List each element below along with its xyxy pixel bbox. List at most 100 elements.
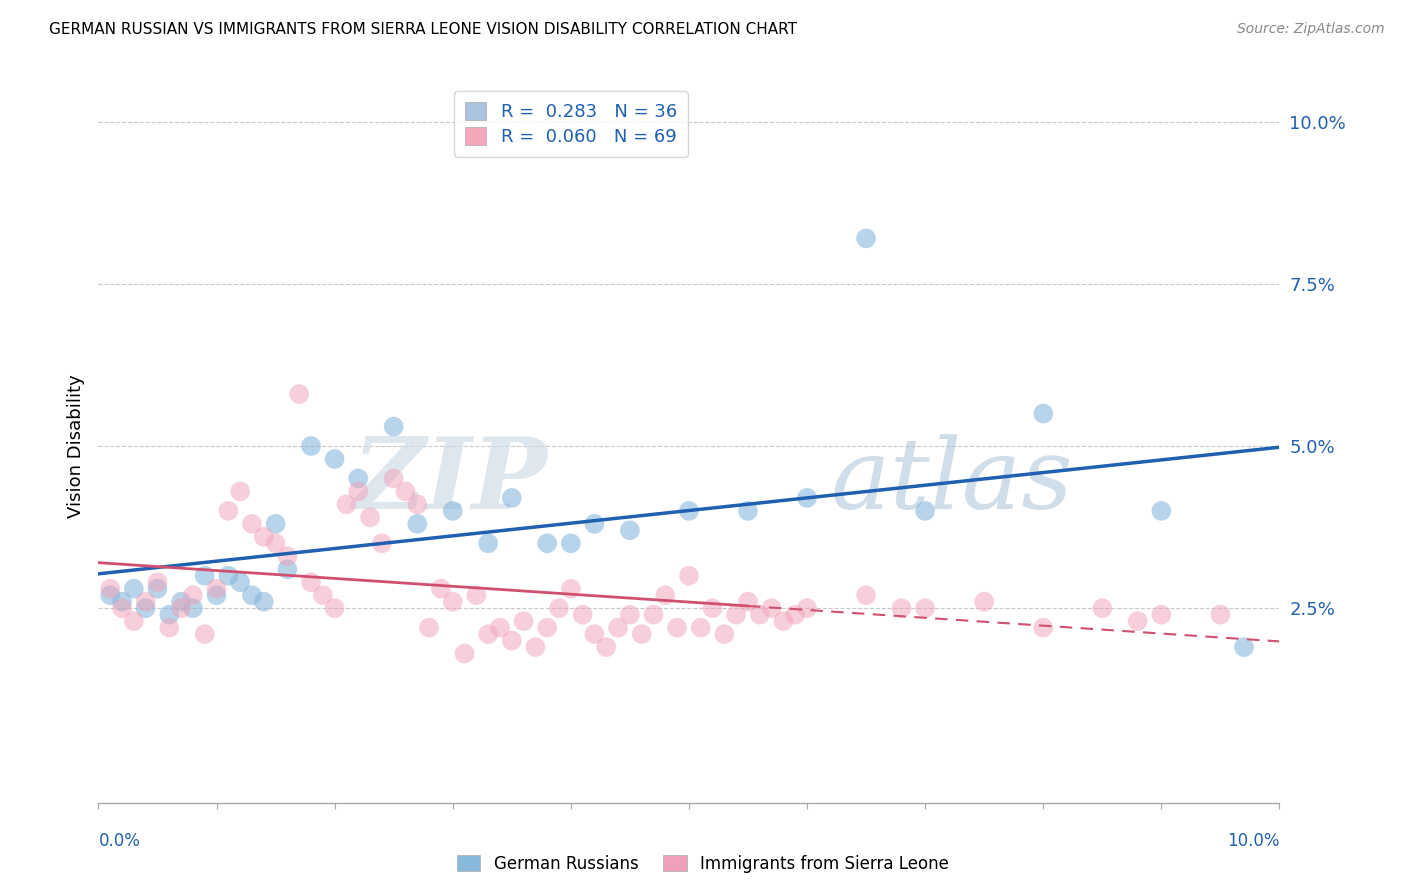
Point: [181, 601, 204, 615]
Point: [678, 504, 700, 518]
Point: [548, 601, 571, 615]
Point: [560, 582, 582, 596]
Point: [253, 595, 276, 609]
Point: [122, 582, 145, 596]
Point: [253, 530, 276, 544]
Point: [288, 387, 311, 401]
Point: [359, 510, 381, 524]
Point: [477, 627, 499, 641]
Point: [98, 582, 121, 596]
Point: [501, 491, 523, 505]
Point: [382, 471, 405, 485]
Point: [111, 595, 134, 609]
Point: [761, 601, 783, 615]
Point: [737, 595, 759, 609]
Point: [181, 588, 204, 602]
Point: [229, 575, 252, 590]
Point: [1091, 601, 1114, 615]
Point: [713, 627, 735, 641]
Point: [583, 627, 606, 641]
Point: [441, 595, 464, 609]
Point: [146, 575, 169, 590]
Point: [347, 484, 370, 499]
Point: [347, 471, 370, 485]
Point: [855, 231, 877, 245]
Point: [524, 640, 547, 654]
Point: [394, 484, 416, 499]
Point: [666, 621, 689, 635]
Point: [98, 588, 121, 602]
Point: [489, 621, 512, 635]
Point: [536, 536, 558, 550]
Point: [299, 439, 322, 453]
Point: [146, 582, 169, 596]
Point: [571, 607, 593, 622]
Point: [453, 647, 475, 661]
Point: [229, 484, 252, 499]
Point: [170, 601, 193, 615]
Legend: German Russians, Immigrants from Sierra Leone: German Russians, Immigrants from Sierra …: [450, 848, 956, 880]
Point: [796, 491, 818, 505]
Point: [135, 601, 157, 615]
Point: [406, 497, 429, 511]
Point: [157, 607, 180, 622]
Point: [465, 588, 488, 602]
Point: [382, 419, 405, 434]
Point: [264, 516, 287, 531]
Point: [406, 516, 429, 531]
Point: [890, 601, 912, 615]
Point: [312, 588, 335, 602]
Point: [418, 621, 440, 635]
Point: [643, 607, 665, 622]
Text: atlas: atlas: [831, 434, 1073, 529]
Point: [217, 568, 239, 582]
Point: [1233, 640, 1256, 654]
Point: [477, 536, 499, 550]
Point: [323, 601, 346, 615]
Point: [205, 588, 228, 602]
Point: [654, 588, 676, 602]
Point: [560, 536, 582, 550]
Point: [748, 607, 770, 622]
Text: ZIP: ZIP: [353, 434, 547, 530]
Point: [512, 614, 534, 628]
Point: [170, 595, 193, 609]
Point: [299, 575, 322, 590]
Point: [1150, 607, 1173, 622]
Point: [914, 601, 936, 615]
Point: [737, 504, 759, 518]
Point: [323, 452, 346, 467]
Point: [1126, 614, 1149, 628]
Point: [1150, 504, 1173, 518]
Point: [501, 633, 523, 648]
Point: [276, 562, 298, 576]
Point: [205, 582, 228, 596]
Point: [772, 614, 794, 628]
Point: [335, 497, 357, 511]
Point: [678, 568, 700, 582]
Point: [1032, 621, 1054, 635]
Point: [619, 607, 641, 622]
Point: [855, 588, 877, 602]
Point: [607, 621, 630, 635]
Text: 10.0%: 10.0%: [1227, 831, 1279, 849]
Point: [1209, 607, 1232, 622]
Point: [1032, 407, 1054, 421]
Point: [111, 601, 134, 615]
Point: [785, 607, 807, 622]
Point: [240, 588, 263, 602]
Point: [430, 582, 453, 596]
Y-axis label: Vision Disability: Vision Disability: [66, 374, 84, 518]
Point: [725, 607, 748, 622]
Point: [914, 504, 936, 518]
Point: [264, 536, 287, 550]
Point: [583, 516, 606, 531]
Point: [702, 601, 724, 615]
Text: 0.0%: 0.0%: [98, 831, 141, 849]
Legend: R =  0.283   N = 36, R =  0.060   N = 69: R = 0.283 N = 36, R = 0.060 N = 69: [454, 91, 688, 157]
Text: Source: ZipAtlas.com: Source: ZipAtlas.com: [1237, 22, 1385, 37]
Point: [135, 595, 157, 609]
Point: [217, 504, 239, 518]
Point: [194, 627, 217, 641]
Point: [122, 614, 145, 628]
